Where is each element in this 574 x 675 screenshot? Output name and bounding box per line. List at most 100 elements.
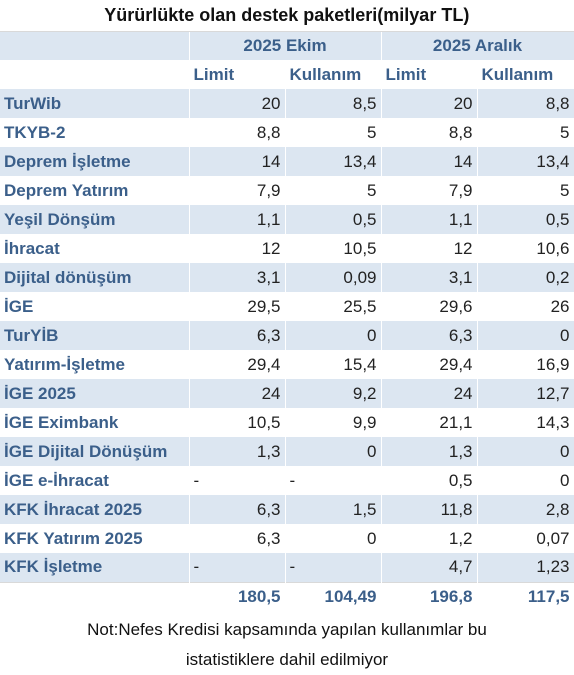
table-cell: 6,3 bbox=[189, 524, 286, 553]
footnote-line: istatistiklere dahil edilmiyor bbox=[185, 650, 389, 669]
table-cell: 9,9 bbox=[285, 408, 382, 437]
table-title: Yürürlükte olan destek paketleri(milyar … bbox=[0, 0, 574, 32]
subheader-row: Limit Kullanım Limit Kullanım bbox=[0, 60, 574, 89]
table-cell: 29,4 bbox=[381, 350, 478, 379]
table-cell: 0 bbox=[285, 321, 382, 350]
totals-row: 180,5 104,49 196,8 117,5 bbox=[0, 581, 574, 611]
total-cell: 117,5 bbox=[477, 581, 574, 611]
table-row: İGE Eximbank 10,5 9,9 21,1 14,3 bbox=[0, 408, 574, 437]
totals-label-empty bbox=[0, 581, 190, 611]
table-cell: 8,5 bbox=[285, 89, 382, 118]
table-cell: 0 bbox=[285, 437, 382, 466]
table-cell: 15,4 bbox=[285, 350, 382, 379]
subheader-limit: Limit bbox=[381, 60, 478, 89]
table-row: Dijital dönüşüm 3,1 0,09 3,1 0,2 bbox=[0, 263, 574, 292]
table-cell: 1,2 bbox=[381, 524, 478, 553]
row-label: İhracat bbox=[0, 234, 190, 263]
table-cell: 0 bbox=[477, 437, 574, 466]
table-cell: 29,4 bbox=[189, 350, 286, 379]
table-cell: 0 bbox=[477, 321, 574, 350]
table-cell: 6,3 bbox=[381, 321, 478, 350]
table-cell: 3,1 bbox=[381, 263, 478, 292]
table-cell: 1,1 bbox=[381, 205, 478, 234]
table-cell: 1,1 bbox=[189, 205, 286, 234]
row-label: Yeşil Dönşüm bbox=[0, 205, 190, 234]
table-cell: 6,3 bbox=[189, 495, 286, 524]
table-row: KFK Yatırım 2025 6,3 0 1,2 0,07 bbox=[0, 524, 574, 553]
table-cell: - bbox=[285, 466, 382, 495]
table-cell: - bbox=[189, 466, 286, 495]
table-cell: 24 bbox=[381, 379, 478, 408]
subheader-usage: Kullanım bbox=[477, 60, 574, 89]
table-cell: 4,7 bbox=[381, 553, 478, 582]
table-cell: 1,3 bbox=[381, 437, 478, 466]
row-label: İGE Eximbank bbox=[0, 408, 190, 437]
row-label: İGE Dijital Dönüşüm bbox=[0, 437, 190, 466]
row-label: TurYİB bbox=[0, 321, 190, 350]
period-header-row: 2025 Ekim 2025 Aralık bbox=[0, 31, 574, 60]
table-cell: 1,23 bbox=[477, 553, 574, 582]
row-label: Dijital dönüşüm bbox=[0, 263, 190, 292]
total-cell: 180,5 bbox=[189, 581, 286, 611]
table-cell: 8,8 bbox=[477, 89, 574, 118]
row-label: KFK İşletme bbox=[0, 553, 190, 582]
table-cell: 14 bbox=[189, 147, 286, 176]
row-label: İGE 2025 bbox=[0, 379, 190, 408]
table-cell: 14,3 bbox=[477, 408, 574, 437]
row-label: Deprem İşletme bbox=[0, 147, 190, 176]
subheader-usage: Kullanım bbox=[285, 60, 382, 89]
table-cell: 21,1 bbox=[381, 408, 478, 437]
row-label: Deprem Yatırım bbox=[0, 176, 190, 205]
table-row: İGE e-İhracat - -0,5 0 bbox=[0, 466, 574, 495]
table-cell: 5 bbox=[285, 176, 382, 205]
table-cell: 13,4 bbox=[477, 147, 574, 176]
table-row: İhracat 12 10,5 12 10,6 bbox=[0, 234, 574, 263]
table-cell: 0,5 bbox=[477, 205, 574, 234]
table-row: TurYİB 6,3 0 6,3 0 bbox=[0, 321, 574, 350]
table-cell: 8,8 bbox=[381, 118, 478, 147]
table-cell: 29,5 bbox=[189, 292, 286, 321]
table-cell: 12 bbox=[189, 234, 286, 263]
row-label: KFK Yatırım 2025 bbox=[0, 524, 190, 553]
table-cell: 2,8 bbox=[477, 495, 574, 524]
table-cell: 20 bbox=[189, 89, 286, 118]
table-row: İGE 29,5 25,5 29,6 26 bbox=[0, 292, 574, 321]
table-cell: 0 bbox=[285, 524, 382, 553]
table-cell: 8,8 bbox=[189, 118, 286, 147]
table-cell: 11,8 bbox=[381, 495, 478, 524]
table-cell: 13,4 bbox=[285, 147, 382, 176]
table-row: KFK İhracat 2025 6,3 1,5 11,8 2,8 bbox=[0, 495, 574, 524]
support-packages-table: Yürürlükte olan destek paketleri(milyar … bbox=[0, 0, 574, 611]
footnote: Not:Nefes Kredisi kapsamında yapılan kul… bbox=[0, 611, 574, 675]
table-cell: 10,5 bbox=[189, 408, 286, 437]
table-cell: 0 bbox=[477, 466, 574, 495]
table-cell: 29,6 bbox=[381, 292, 478, 321]
table-cell: 7,9 bbox=[381, 176, 478, 205]
table-row: TurWib 20 8,5 20 8,8 bbox=[0, 89, 574, 118]
table-cell: 6,3 bbox=[189, 321, 286, 350]
table-row: TKYB-2 8,8 5 8,8 5 bbox=[0, 118, 574, 147]
table-cell: 0,2 bbox=[477, 263, 574, 292]
row-label: KFK İhracat 2025 bbox=[0, 495, 190, 524]
table-cell: 0,09 bbox=[285, 263, 382, 292]
total-cell: 196,8 bbox=[381, 581, 478, 611]
row-label: Yatırım-İşletme bbox=[0, 350, 190, 379]
table-cell: 12,7 bbox=[477, 379, 574, 408]
table-cell: 0,07 bbox=[477, 524, 574, 553]
table-cell: 1,5 bbox=[285, 495, 382, 524]
row-label: İGE bbox=[0, 292, 190, 321]
period-header-ekim: 2025 Ekim bbox=[189, 31, 382, 60]
table-cell: 0,5 bbox=[285, 205, 382, 234]
table-row: Yatırım-İşletme 29,4 15,4 29,4 16,9 bbox=[0, 350, 574, 379]
row-label: TKYB-2 bbox=[0, 118, 190, 147]
title-row: Yürürlükte olan destek paketleri(milyar … bbox=[0, 0, 574, 32]
table-row: Yeşil Dönşüm 1,1 0,5 1,1 0,5 bbox=[0, 205, 574, 234]
table-cell: 25,5 bbox=[285, 292, 382, 321]
table-cell: 24 bbox=[189, 379, 286, 408]
table-cell: 3,1 bbox=[189, 263, 286, 292]
subheader-empty bbox=[0, 60, 190, 89]
footnote-line: Not:Nefes Kredisi kapsamında yapılan kul… bbox=[87, 620, 487, 639]
table-cell: 14 bbox=[381, 147, 478, 176]
table-cell: - bbox=[285, 553, 382, 582]
total-cell: 104,49 bbox=[285, 581, 382, 611]
